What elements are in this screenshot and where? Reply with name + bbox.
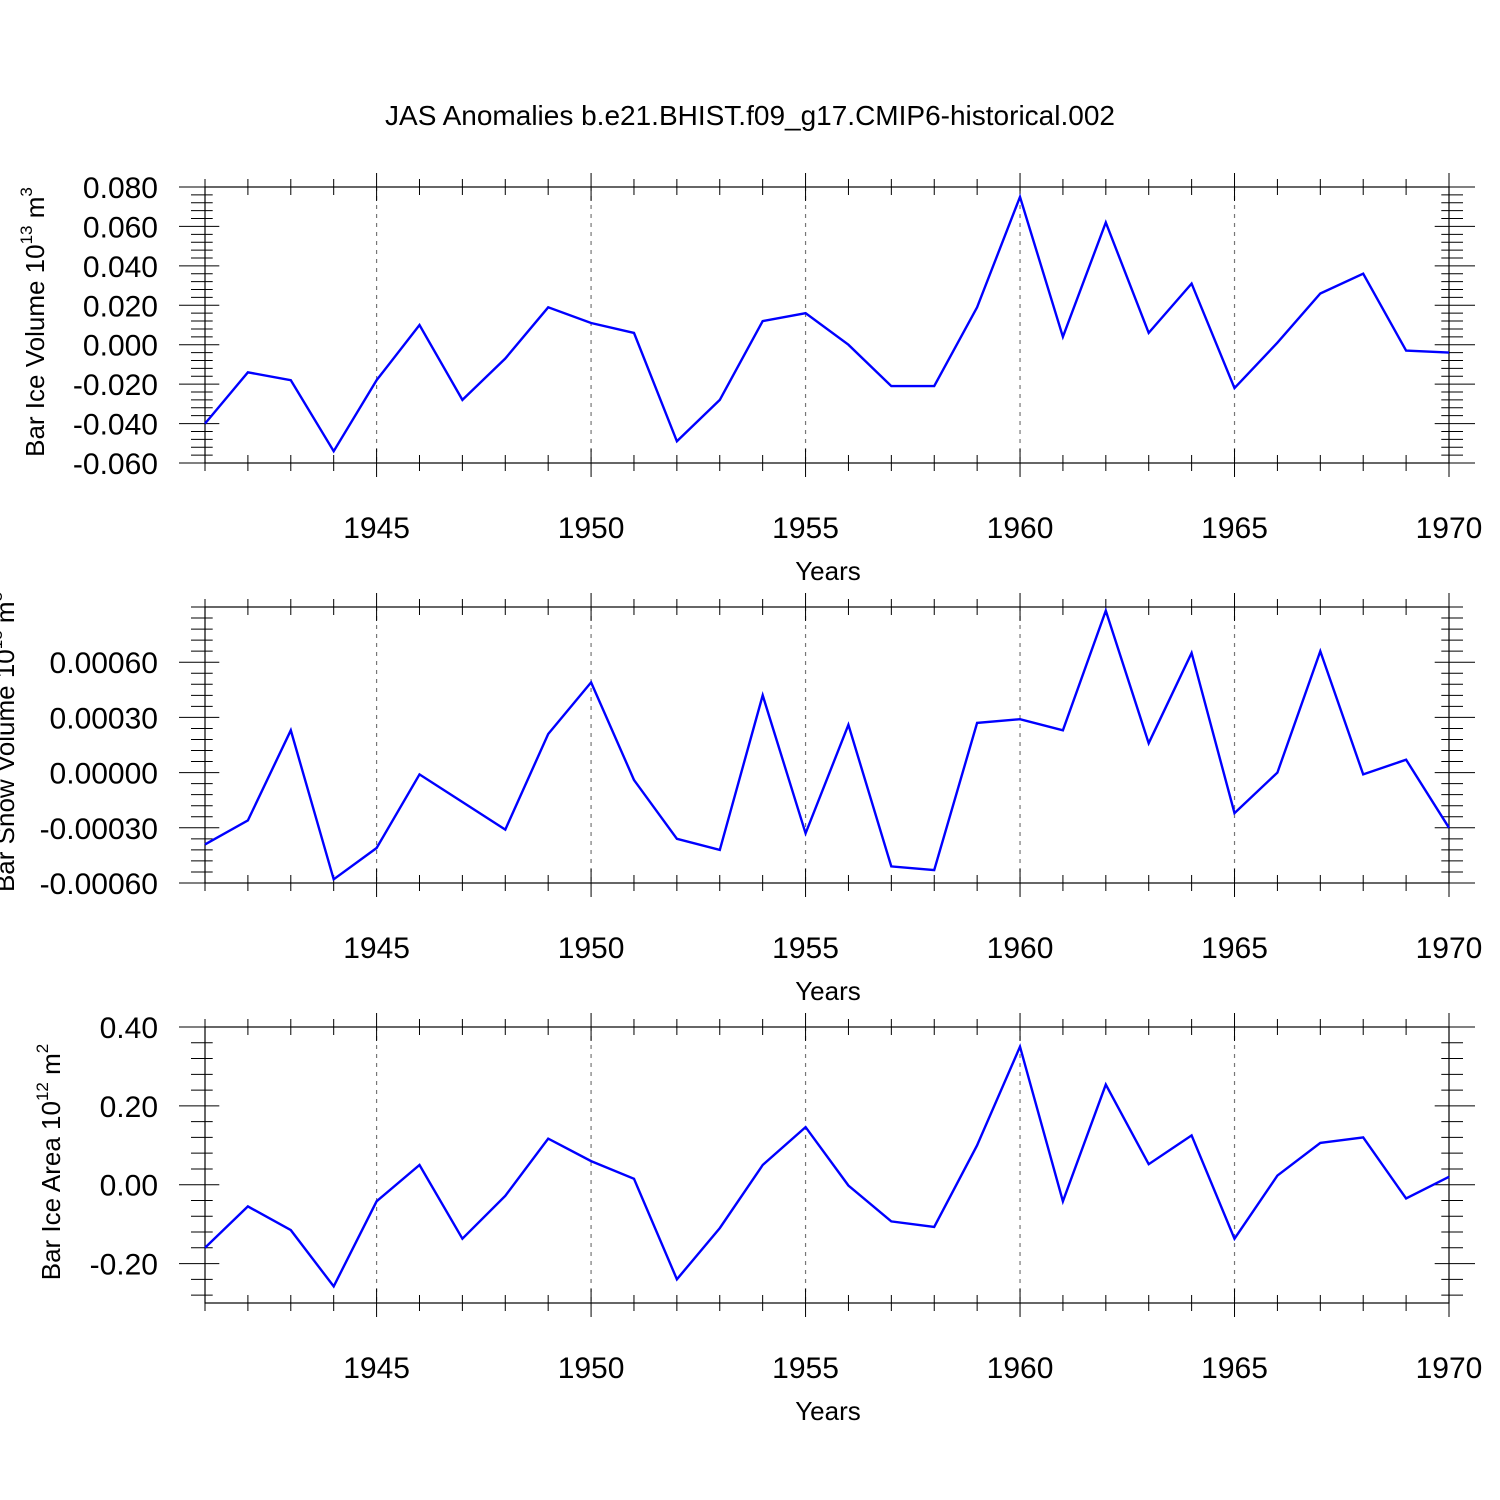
y-axis-title-exponent: 12 (33, 1082, 52, 1101)
x-tick-label: 1945 (343, 932, 410, 965)
x-axis-title: Years (795, 976, 861, 1006)
x-tick-label: 1945 (343, 512, 410, 545)
y-tick-label: 0.00030 (50, 702, 158, 735)
y-axis-title-exponent: 13 (0, 630, 6, 649)
y-tick-label: 0.00 (100, 1170, 158, 1203)
y-axis-title-unit: m (36, 1053, 66, 1082)
y-tick-label: 0.20 (100, 1091, 158, 1124)
x-tick-label: 1945 (343, 1352, 410, 1385)
y-tick-label: -0.00030 (40, 813, 158, 846)
x-tick-label: 1970 (1416, 932, 1483, 965)
y-tick-label: 0.00060 (50, 647, 158, 680)
x-tick-label: 1955 (772, 512, 839, 545)
x-tick-label: 1955 (772, 1352, 839, 1385)
panel-ice-volume: -0.060 -0.040 -0.020 0.000 0.020 0.040 0.060 0.… (17, 172, 1482, 586)
y-axis-title: Bar Ice Area 1012 m2 (33, 1044, 66, 1281)
y-tick-label: 0.000 (83, 330, 158, 363)
series-line-ice-area (204, 1043, 1450, 1289)
y-tick-label: -0.00060 (40, 868, 158, 901)
x-tick-label: 1950 (558, 512, 625, 545)
y-axis-title-unit-exponent: 3 (0, 592, 6, 601)
x-tick-label: 1950 (558, 932, 625, 965)
y-axis-title-text: Bar Ice Volume 10 (20, 244, 50, 456)
y-tick-label: 0.080 (83, 172, 158, 205)
y-axis-title-text: Bar Ice Area 10 (36, 1101, 66, 1280)
x-axis-title: Years (795, 556, 861, 586)
y-axis-title: Bar Ice Volume 1013 m3 (17, 187, 50, 457)
y-tick-label: -0.020 (73, 369, 158, 402)
x-tick-label: 1960 (987, 512, 1054, 545)
x-tick-label: 1965 (1201, 932, 1268, 965)
y-tick-label: 0.40 (100, 1012, 158, 1045)
y-tick-label: 0.060 (83, 211, 158, 244)
y-axis-title: Bar Snow Volume 1013 m3 (0, 592, 20, 892)
plot-frame (204, 606, 1450, 884)
y-axis-title-exponent: 13 (17, 225, 36, 244)
x-axis-title: Years (795, 1396, 861, 1426)
y-tick-label: 0.020 (83, 290, 158, 323)
y-tick-label: -0.040 (73, 409, 158, 442)
plot-frame (204, 1026, 1450, 1304)
y-axis-title-unit: m (20, 197, 50, 226)
y-tick-label: 0.00000 (50, 758, 158, 791)
panel-ice-area: -0.20 0.00 0.20 0.40 1945 1950 1955 1960 1965 197… (33, 1012, 1482, 1426)
x-tick-label: 1965 (1201, 512, 1268, 545)
series-line-ice-volume (204, 193, 1450, 454)
x-tick-label: 1955 (772, 932, 839, 965)
x-tick-label: 1965 (1201, 1352, 1268, 1385)
x-tick-label: 1970 (1416, 512, 1483, 545)
y-axis-title-text: Bar Snow Volume 10 (0, 649, 20, 892)
y-axis-title-unit-exponent: 3 (17, 187, 36, 196)
chart-title: JAS Anomalies b.e21.BHIST.f09_g17.CMIP6-… (385, 100, 1115, 131)
y-axis-title-unit: m (0, 601, 20, 630)
x-tick-label: 1950 (558, 1352, 625, 1385)
panel-snow-volume: -0.00060 -0.00030 0.00000 0.00030 0.00060 194… (0, 592, 1482, 1006)
y-tick-label: -0.060 (73, 448, 158, 481)
y-axis-title-unit-exponent: 2 (33, 1044, 52, 1053)
y-tick-label: -0.20 (90, 1249, 158, 1282)
series-line-snow-volume (204, 606, 1451, 882)
x-tick-label: 1960 (987, 1352, 1054, 1385)
y-tick-label: 0.040 (83, 251, 158, 284)
x-tick-label: 1960 (987, 932, 1054, 965)
plot-frame (204, 186, 1450, 464)
x-tick-label: 1970 (1416, 1352, 1483, 1385)
